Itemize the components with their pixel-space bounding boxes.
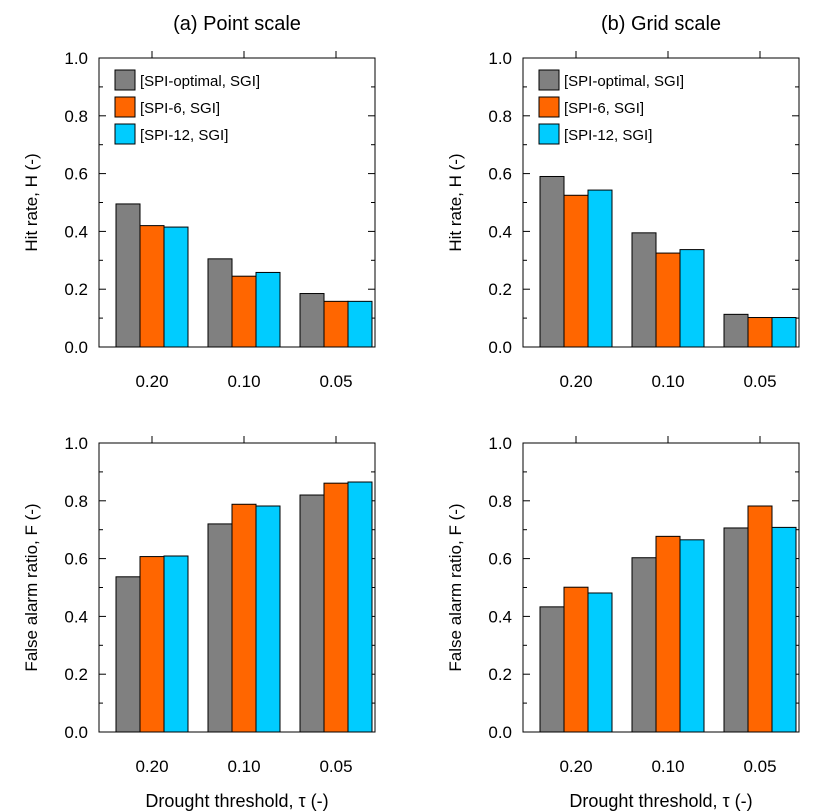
x-axis-label: Drought threshold, τ (-) (569, 791, 752, 811)
legend-label: [SPI-6, SGI] (564, 100, 644, 117)
y-tick-label: 0.0 (488, 338, 512, 357)
legend-swatch (114, 123, 136, 145)
bar-3-2 (679, 249, 705, 348)
chart-panel-1: 0.0 0.2 0.4 0.6 0.8 1.0 0.20 0.10 0.05 Hit rate, … (22, 13, 376, 391)
bar-2-2 (655, 535, 681, 733)
legend-swatch (114, 96, 136, 118)
bar-2-3 (747, 317, 773, 348)
bar-3-1 (163, 226, 189, 348)
y-tick-label: 1.0 (488, 49, 512, 68)
legend-swatch (538, 69, 560, 91)
bar-1-2 (631, 232, 657, 348)
y-axis-label: Hit rate, H (-) (446, 153, 465, 251)
y-tick-label: 0.4 (64, 607, 88, 626)
bar-3-1 (587, 592, 613, 733)
bar-3-1 (587, 189, 613, 348)
chart-title: (a) Point scale (173, 13, 301, 35)
bar-1-2 (207, 523, 233, 733)
y-axis-label: Hit rate, H (-) (22, 153, 41, 251)
chart-title: (b) Grid scale (601, 13, 721, 35)
x-tick-label: 0.05 (319, 757, 352, 776)
y-axis-label: False alarm ratio, F (-) (22, 503, 41, 671)
bar-3-3 (347, 300, 373, 348)
bar-2-1 (563, 194, 589, 348)
legend-swatch (538, 123, 560, 145)
y-tick-label: 0.2 (488, 665, 512, 684)
y-tick-label: 0.4 (64, 222, 88, 241)
bar-1-1 (539, 175, 565, 348)
x-tick-label: 0.10 (227, 757, 260, 776)
y-tick-label: 0.8 (488, 107, 512, 126)
x-tick-label: 0.05 (743, 372, 776, 391)
bar-1-1 (115, 576, 141, 733)
y-tick-label: 0.6 (488, 550, 512, 569)
y-tick-label: 0.6 (64, 550, 88, 569)
x-tick-label: 0.20 (559, 757, 592, 776)
legend-label: [SPI-optimal, SGI] (140, 73, 260, 90)
x-tick-label: 0.10 (227, 372, 260, 391)
bar-2-1 (139, 225, 165, 348)
bar-2-3 (323, 482, 349, 733)
legend-label: [SPI-optimal, SGI] (564, 73, 684, 90)
bar-1-2 (207, 258, 233, 348)
bar-1-2 (631, 557, 657, 733)
bar-1-3 (723, 313, 749, 348)
x-tick-label: 0.10 (651, 372, 684, 391)
x-tick-label: 0.20 (559, 372, 592, 391)
y-tick-label: 0.4 (488, 607, 512, 626)
bar-3-1 (163, 555, 189, 733)
y-tick-label: 0.2 (64, 665, 88, 684)
bar-2-2 (231, 503, 257, 733)
y-tick-label: 0.0 (488, 723, 512, 742)
y-tick-label: 1.0 (488, 434, 512, 453)
bar-1-3 (723, 527, 749, 733)
chart-panel-3: 0.0 0.2 0.4 0.6 0.8 1.0 0.20 0.10 0.05 False alar… (22, 434, 376, 811)
bar-2-1 (139, 556, 165, 733)
legend-swatch (114, 69, 136, 91)
bar-1-1 (539, 606, 565, 733)
legend: [SPI-optimal, SGI] [SPI-6, SGI] [SPI-12, S… (114, 69, 260, 145)
legend: [SPI-optimal, SGI] [SPI-6, SGI] [SPI-12, S… (538, 69, 684, 145)
x-axis-label: Drought threshold, τ (-) (145, 791, 328, 811)
y-tick-label: 0.8 (488, 492, 512, 511)
bar-1-1 (115, 203, 141, 348)
y-tick-label: 1.0 (64, 49, 88, 68)
y-axis-label: False alarm ratio, F (-) (446, 503, 465, 671)
x-tick-label: 0.05 (743, 757, 776, 776)
bar-2-3 (323, 300, 349, 348)
x-tick-label: 0.05 (319, 372, 352, 391)
x-tick-label: 0.20 (135, 757, 168, 776)
chart-panel-2: 0.0 0.2 0.4 0.6 0.8 1.0 0.20 0.10 0.05 Hit rate, … (446, 13, 800, 391)
y-tick-label: 0.2 (488, 280, 512, 299)
bar-2-2 (655, 252, 681, 348)
legend-label: [SPI-12, SGI] (564, 127, 652, 144)
bar-2-3 (747, 505, 773, 733)
bar-3-3 (771, 526, 797, 733)
bar-2-2 (231, 275, 257, 348)
y-tick-label: 0.4 (488, 222, 512, 241)
y-tick-label: 0.8 (64, 107, 88, 126)
legend-swatch (538, 96, 560, 118)
bar-3-3 (771, 317, 797, 348)
bar-2-1 (563, 586, 589, 733)
y-tick-label: 0.6 (64, 165, 88, 184)
bar-3-3 (347, 481, 373, 733)
bar-1-3 (299, 494, 325, 733)
y-tick-label: 0.0 (64, 723, 88, 742)
y-tick-label: 0.6 (488, 165, 512, 184)
y-tick-label: 0.8 (64, 492, 88, 511)
x-tick-label: 0.20 (135, 372, 168, 391)
bar-1-3 (299, 293, 325, 348)
legend-label: [SPI-12, SGI] (140, 127, 228, 144)
bar-3-2 (679, 539, 705, 733)
legend-label: [SPI-6, SGI] (140, 100, 220, 117)
y-tick-label: 0.2 (64, 280, 88, 299)
bar-3-2 (255, 271, 281, 348)
y-tick-label: 0.0 (64, 338, 88, 357)
x-tick-label: 0.10 (651, 757, 684, 776)
bar-3-2 (255, 505, 281, 733)
y-tick-label: 1.0 (64, 434, 88, 453)
chart-panel-4: 0.0 0.2 0.4 0.6 0.8 1.0 0.20 0.10 0.05 False alar… (446, 434, 800, 811)
